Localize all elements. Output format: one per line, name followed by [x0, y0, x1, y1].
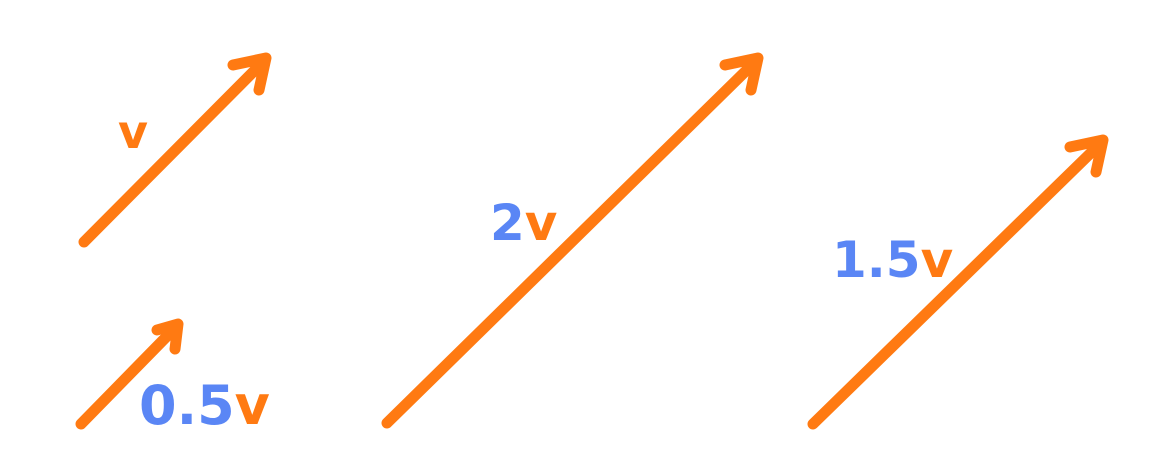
vector-two-v-arrow: [381, 52, 764, 429]
vector-two-v: 2v: [381, 52, 764, 429]
vector-two-v-symbol: v: [525, 194, 558, 252]
vector-one-and-half-v-arrow: [807, 134, 1109, 430]
vector-two-v-label: 2v: [490, 194, 557, 252]
vector-half-v-arrow: [75, 318, 184, 430]
vector-v-label: v: [118, 105, 148, 159]
vector-one-and-half-v-symbol: v: [921, 231, 954, 289]
vector-two-v-scalar: 2: [490, 194, 525, 252]
vector-one-and-half-v-scalar: 1.5: [832, 231, 921, 289]
vector-half-v-label: 0.5v: [139, 374, 270, 437]
vector-half-v: 0.5v: [75, 318, 270, 437]
vector-one-and-half-v-label: 1.5v: [832, 231, 953, 289]
vector-v-symbol: v: [118, 105, 148, 159]
vector-one-and-half-v: 1.5v: [807, 134, 1109, 430]
vector-v: v: [78, 52, 272, 248]
vector-v-arrow: [78, 52, 272, 248]
vector-half-v-symbol: v: [235, 374, 270, 437]
vector-half-v-scalar: 0.5: [139, 374, 235, 437]
